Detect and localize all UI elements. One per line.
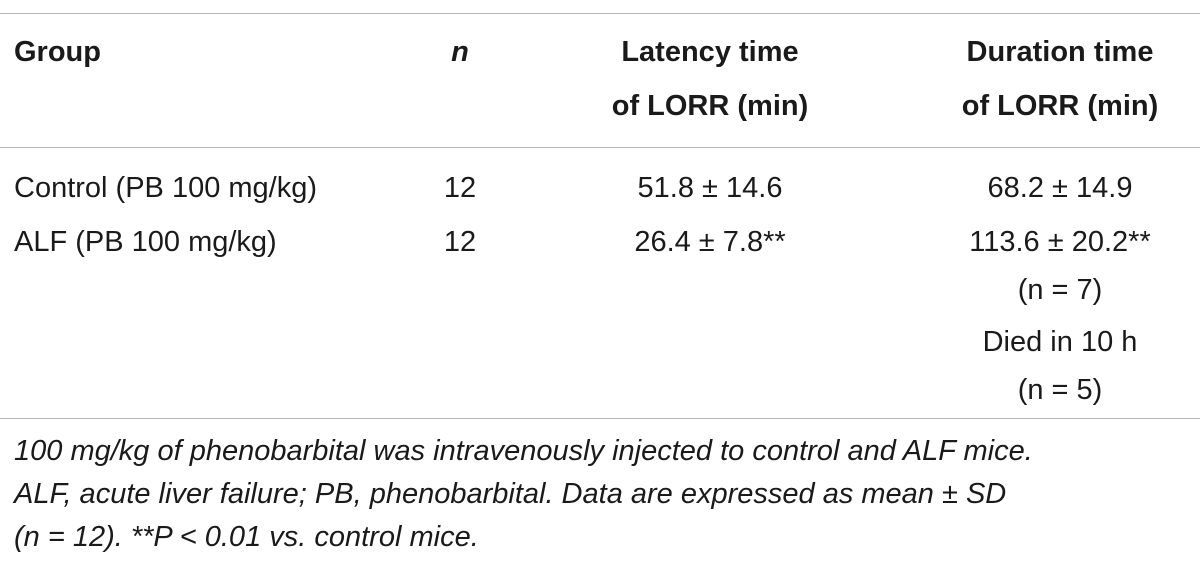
header-latency-line1: Latency time (621, 36, 799, 68)
cell-duration-note-n: (n = 5) (1017, 374, 1103, 406)
header-duration-line1: Duration time (966, 36, 1154, 68)
cell-group: Control (PB 100 mg/kg) (14, 172, 318, 204)
header-latency-line2: of LORR (min) (611, 90, 809, 122)
cell-duration-n: (n = 7) (1017, 274, 1103, 306)
cell-latency: 26.4 ± 7.8** (634, 226, 786, 258)
header-n: n (451, 36, 469, 68)
footnote-line-1: 100 mg/kg of phenobarbital was intraveno… (14, 435, 1033, 467)
bottom-rule (0, 418, 1200, 419)
header-group: Group (14, 36, 101, 68)
cell-duration-note: Died in 10 h (982, 326, 1138, 358)
top-rule (0, 13, 1200, 14)
header-rule (0, 147, 1200, 148)
cell-group: ALF (PB 100 mg/kg) (14, 226, 277, 258)
cell-n: 12 (443, 172, 477, 204)
cell-duration: 68.2 ± 14.9 (987, 172, 1133, 204)
header-duration-line2: of LORR (min) (961, 90, 1159, 122)
footnote-line-2: ALF, acute liver failure; PB, phenobarbi… (14, 478, 1007, 510)
cell-duration: 113.6 ± 20.2** (969, 226, 1151, 258)
cell-n: 12 (443, 226, 477, 258)
table-footnote: 100 mg/kg of phenobarbital was intraveno… (14, 430, 1190, 559)
cell-latency: 51.8 ± 14.6 (637, 172, 783, 204)
footnote-line-3: (n = 12). **P < 0.01 vs. control mice. (14, 521, 479, 553)
